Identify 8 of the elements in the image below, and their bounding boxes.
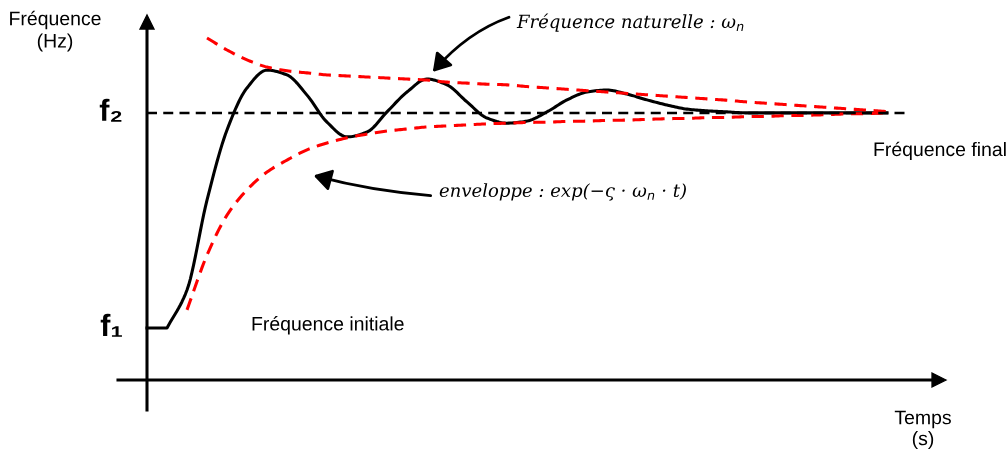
x-axis-title: Temps (s)	[894, 410, 951, 450]
annotation: Fréquence final	[874, 141, 1006, 161]
annotation: Fréquence initiale	[252, 316, 404, 335]
text: f₁	[100, 313, 122, 337]
ref-line-label: f₂	[99, 98, 122, 122]
y-axis-title: Fréquence (Hz)	[10, 10, 101, 52]
text: Fréquence naturelle : ω$_{n}$	[516, 13, 744, 32]
annotation: enveloppe : exp(−ς · ω$_{n}$ · t)	[439, 183, 686, 201]
